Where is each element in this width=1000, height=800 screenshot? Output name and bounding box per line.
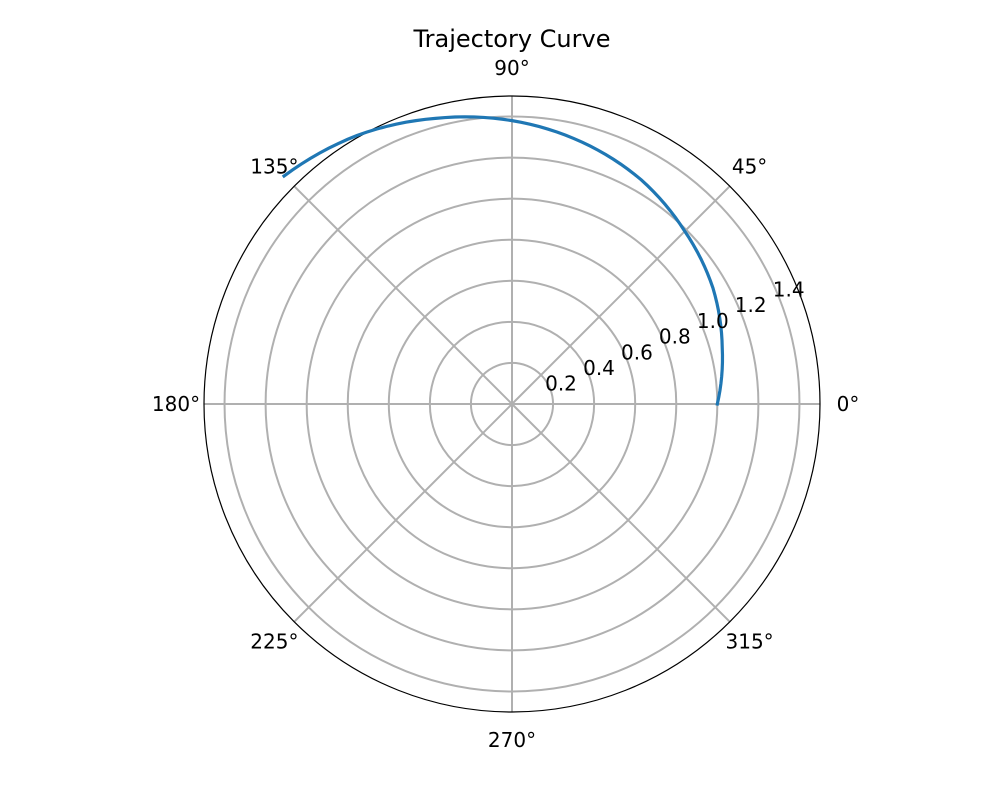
polar-axis-frame (203, 95, 821, 713)
theta-tick-label-6: 270° (488, 728, 536, 752)
theta-tick-label-3: 135° (250, 154, 298, 178)
radial-tick-label-0: 0.2 (545, 372, 577, 396)
theta-tick-labels: 0° 45° 90° 135° 180° 225° 270° 315° (152, 56, 859, 752)
series-layer (281, 115, 725, 406)
theta-tick-label-4: 180° (152, 392, 200, 416)
radial-tick-label-1: 0.4 (583, 356, 615, 380)
radial-tick-label-4: 1.0 (697, 309, 729, 333)
chart-title: Trajectory Curve (413, 25, 611, 53)
angular-gridline-7 (511, 403, 731, 623)
radial-tick-label-2: 0.6 (621, 340, 653, 364)
angular-gridline-5 (293, 403, 513, 623)
theta-tick-label-1: 45° (732, 154, 767, 178)
theta-tick-label-0: 0° (837, 392, 860, 416)
radial-tick-label-3: 0.8 (659, 325, 691, 349)
theta-tick-label-5: 225° (250, 630, 298, 654)
radial-tick-labels: 0.20.40.60.81.01.21.4 (545, 277, 805, 395)
angular-gridline-3 (293, 185, 513, 405)
angular-gridline-1 (511, 185, 731, 405)
radial-tick-label-6: 1.4 (773, 277, 805, 301)
radial-tick-label-5: 1.2 (735, 293, 767, 317)
theta-tick-label-2: 90° (494, 56, 529, 80)
polar-grid (204, 96, 820, 712)
trajectory-line-0 (281, 115, 725, 406)
theta-tick-label-7: 315° (726, 630, 774, 654)
